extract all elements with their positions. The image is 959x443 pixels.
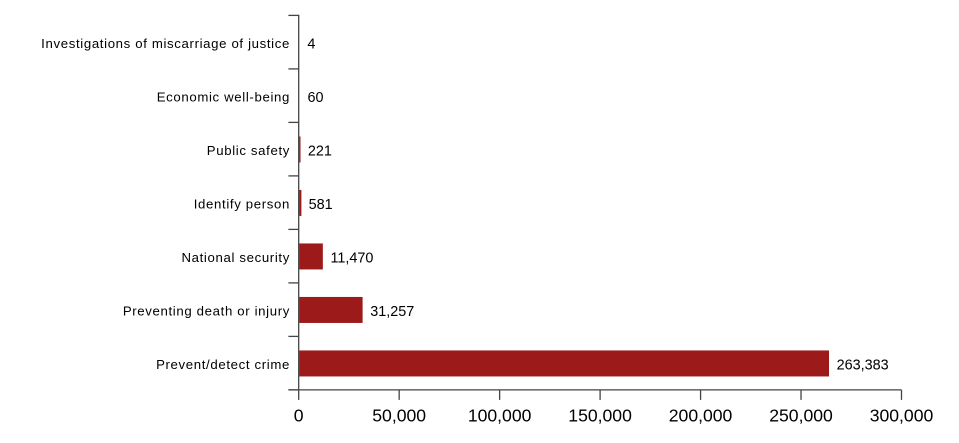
svg-text:100,000: 100,000 — [468, 406, 532, 426]
svg-text:50,000: 50,000 — [372, 406, 426, 426]
svg-text:200,000: 200,000 — [669, 406, 733, 426]
svg-text:Economic well-being: Economic well-being — [157, 89, 290, 104]
svg-text:263,383: 263,383 — [837, 357, 889, 373]
svg-text:Investigations of miscarriage: Investigations of miscarriage of justice — [41, 36, 290, 51]
svg-text:11,470: 11,470 — [330, 250, 373, 266]
svg-text:250,000: 250,000 — [769, 406, 833, 426]
svg-text:31,257: 31,257 — [370, 304, 414, 320]
svg-text:150,000: 150,000 — [568, 406, 632, 426]
svg-text:4: 4 — [307, 36, 315, 52]
svg-text:Prevent/detect crime: Prevent/detect crime — [156, 357, 290, 372]
svg-text:300,000: 300,000 — [870, 406, 934, 426]
svg-text:Identify person: Identify person — [194, 196, 290, 211]
svg-text:National security: National security — [181, 250, 290, 265]
svg-text:60: 60 — [308, 90, 324, 106]
svg-text:Preventing death or injury: Preventing death or injury — [123, 303, 290, 318]
svg-text:0: 0 — [294, 406, 304, 426]
svg-text:581: 581 — [309, 197, 333, 213]
svg-text:Public safety: Public safety — [207, 143, 290, 158]
svg-text:221: 221 — [308, 143, 332, 159]
